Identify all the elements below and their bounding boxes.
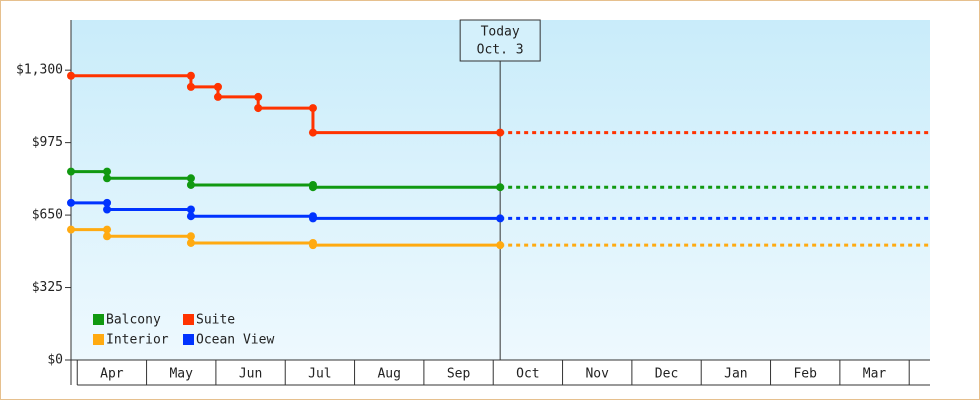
- legend-label: Balcony: [106, 313, 161, 328]
- point: [103, 174, 112, 183]
- point: [186, 232, 195, 241]
- today-label: Oct. 3: [477, 43, 524, 58]
- point: [496, 241, 505, 250]
- today-label: Today: [481, 25, 520, 40]
- point: [308, 214, 317, 223]
- point: [186, 180, 195, 189]
- point: [103, 232, 112, 241]
- point: [213, 82, 222, 91]
- y-tick-label: $650: [32, 208, 63, 223]
- x-tick-label: Dec: [655, 367, 678, 382]
- point: [308, 128, 317, 137]
- point: [67, 225, 75, 234]
- legend-label: Ocean View: [196, 333, 274, 348]
- point: [103, 205, 112, 214]
- x-tick-label: Oct: [516, 367, 539, 382]
- today-box: [459, 19, 541, 62]
- x-tick-label: Nov: [585, 367, 609, 382]
- point: [103, 225, 112, 234]
- point: [67, 198, 75, 207]
- legend-swatch: [93, 314, 104, 325]
- point: [308, 183, 317, 192]
- point: [186, 238, 195, 247]
- y-tick-label: $1,300: [16, 63, 63, 78]
- y-tick-label: $0: [47, 353, 63, 368]
- legend-label: Interior: [106, 333, 169, 348]
- point: [496, 128, 505, 137]
- y-tick-label: $325: [32, 280, 63, 295]
- x-tick-label: Jul: [308, 367, 331, 382]
- x-tick-label: Feb: [793, 367, 817, 382]
- point: [213, 92, 222, 101]
- point: [308, 104, 317, 113]
- x-tick-label: Jun: [239, 367, 262, 382]
- point: [186, 174, 195, 183]
- point: [496, 214, 505, 223]
- point: [496, 183, 505, 192]
- x-tick-label: Apr: [100, 367, 124, 382]
- x-tick-label: May: [169, 367, 193, 382]
- x-tick-label: Mar: [863, 367, 887, 382]
- point: [67, 71, 75, 80]
- legend-swatch: [93, 334, 104, 345]
- legend-swatch: [183, 334, 194, 345]
- legend-swatch: [183, 314, 194, 325]
- series-line: [71, 74, 501, 135]
- legend-label: Suite: [196, 313, 235, 328]
- point: [186, 205, 195, 214]
- point: [254, 92, 263, 101]
- y-tick-label: $975: [32, 135, 63, 150]
- point: [103, 198, 112, 207]
- point: [254, 104, 263, 113]
- x-tick-label: Aug: [377, 367, 400, 382]
- x-tick-label: Sep: [447, 367, 471, 382]
- point: [186, 82, 195, 91]
- point: [308, 241, 317, 250]
- point: [186, 71, 195, 80]
- point: [186, 212, 195, 221]
- point: [67, 167, 75, 176]
- point: [103, 167, 112, 176]
- x-tick-label: Jan: [724, 367, 747, 382]
